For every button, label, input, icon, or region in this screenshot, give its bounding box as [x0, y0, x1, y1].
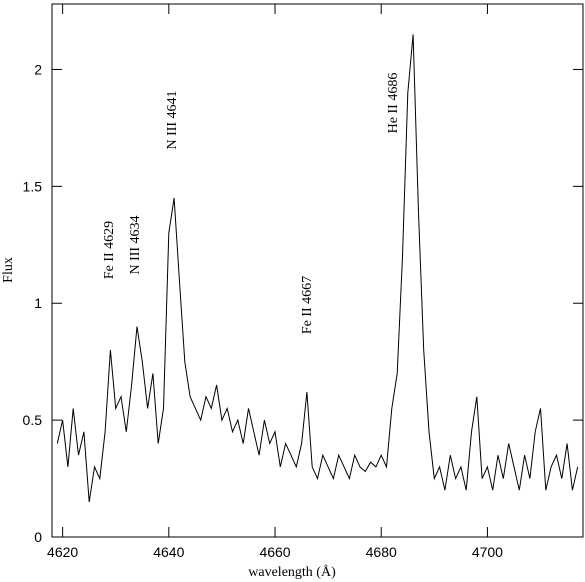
plot-frame: [51, 3, 584, 538]
y-tick-label: 0.5: [23, 412, 43, 428]
y-tick-label: 2: [34, 61, 42, 77]
x-tick-label: 4620: [47, 544, 78, 560]
x-tick-label: 4660: [259, 544, 290, 560]
y-axis-label: Flux: [1, 257, 16, 283]
x-tick-label: 4680: [366, 544, 397, 560]
annotation: N III 4634: [128, 215, 143, 274]
annotation: Fe II 4667: [300, 276, 315, 334]
x-tick-label: 4700: [472, 544, 503, 560]
annotation: N III 4641: [165, 90, 180, 149]
y-tick-label: 0: [34, 529, 42, 545]
y-tick-label: 1.5: [23, 178, 43, 194]
annotation: Fe II 4629: [102, 221, 117, 279]
x-tick-label: 4640: [153, 544, 184, 560]
annotation: He II 4686: [386, 73, 401, 134]
y-tick-label: 1: [34, 295, 42, 311]
spectrum-line: [56, 34, 579, 502]
x-axis-label: wavelength (Å): [248, 564, 336, 580]
